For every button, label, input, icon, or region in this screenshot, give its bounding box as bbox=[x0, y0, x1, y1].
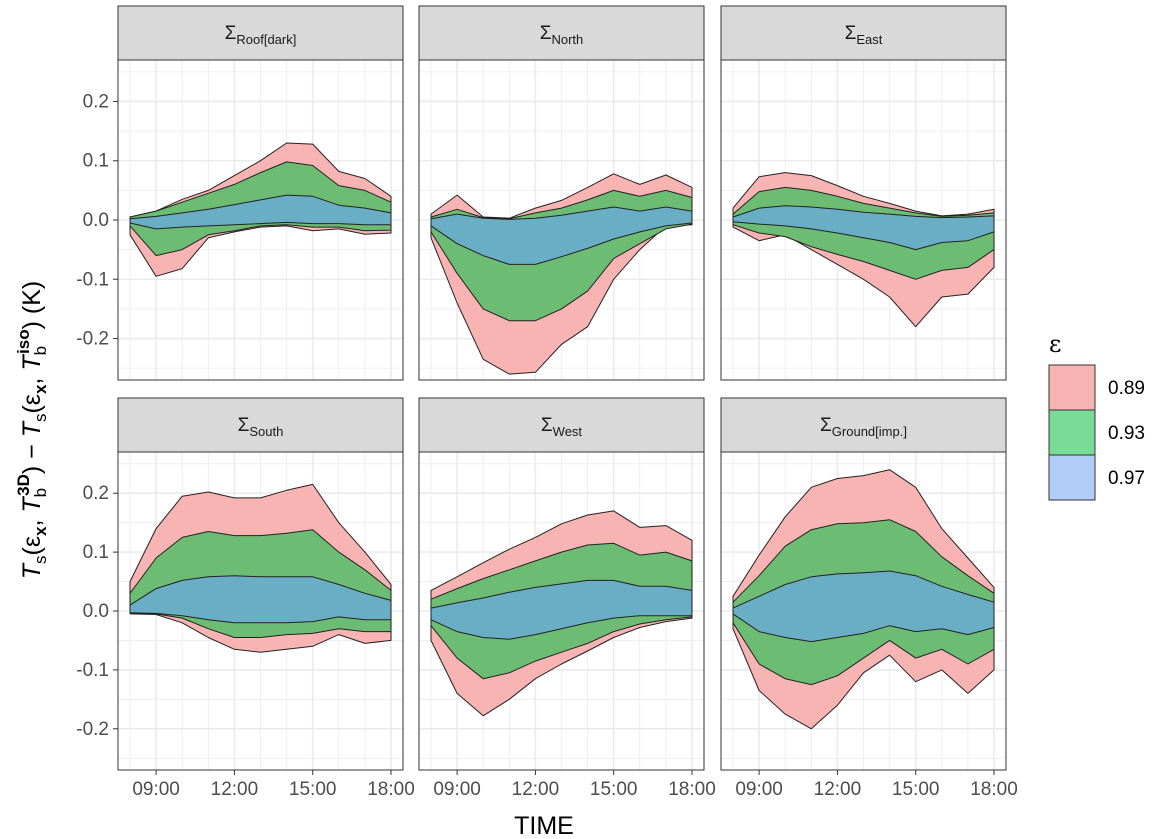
x-tick-label: 12:00 bbox=[512, 779, 560, 800]
facet-panel-4: ΣSouth bbox=[117, 397, 404, 771]
facet-strip-label: ΣWest bbox=[541, 415, 583, 439]
x-tick-label: 18:00 bbox=[367, 779, 415, 800]
y-axes: -0.2 -0.1 0.0 0.1 0.2 -0.2 -0.1 0.0 0.1 0.2 bbox=[76, 91, 118, 740]
ribbon-e097 bbox=[732, 205, 995, 251]
x-tick-label: 09:00 bbox=[735, 779, 783, 800]
x-tick-label: 18:00 bbox=[970, 779, 1018, 800]
y-axis-title: Ts(εx, Tb3D) − Ts(εx, Tbiso) (K) bbox=[14, 281, 50, 580]
x-tick-label: 09:00 bbox=[132, 779, 180, 800]
ribbon-e097 bbox=[129, 194, 392, 230]
x-tick-label: 09:00 bbox=[433, 779, 481, 800]
facet-strip-label: ΣNorth bbox=[540, 23, 584, 47]
facet-strip-label: ΣGround[imp.] bbox=[820, 415, 907, 439]
y-tick-label: -0.2 bbox=[76, 719, 109, 740]
facet-panel-1: ΣRoof[dark] bbox=[117, 5, 404, 381]
legend-label: 0.93 bbox=[1108, 423, 1145, 444]
y-tick-label: -0.1 bbox=[76, 269, 109, 290]
facet-panel-5: ΣWest bbox=[418, 397, 705, 771]
legend-label: 0.97 bbox=[1108, 468, 1145, 489]
y-tick-label: 0.2 bbox=[83, 483, 109, 504]
x-axis-title: TIME bbox=[514, 812, 574, 839]
facet-strip bbox=[720, 5, 1007, 61]
panel-border bbox=[418, 451, 705, 771]
facet-panel-2: ΣNorth bbox=[418, 5, 705, 381]
facet-panel-3: ΣEast bbox=[720, 5, 1007, 381]
y-tick-label: -0.1 bbox=[76, 660, 109, 681]
facet-strip-label: ΣSouth bbox=[238, 415, 284, 439]
ribbon-e097 bbox=[732, 570, 995, 643]
x-tick-label: 18:00 bbox=[668, 779, 716, 800]
facet-strip-label: ΣEast bbox=[845, 23, 883, 47]
legend-swatch bbox=[1048, 409, 1096, 456]
x-tick-label: 12:00 bbox=[211, 779, 259, 800]
facet-strip bbox=[720, 397, 1007, 453]
legend-swatch bbox=[1048, 364, 1096, 411]
legend-title: ε bbox=[1049, 330, 1061, 358]
x-axes: 09:00 12:00 15:00 18:00 09:00 12:00 15:00 18:00… bbox=[132, 770, 1018, 800]
y-tick-label: 0.1 bbox=[83, 542, 109, 563]
ribbon-e097 bbox=[430, 206, 693, 265]
legend-label: 0.89 bbox=[1108, 378, 1145, 399]
facet-strip bbox=[117, 397, 404, 453]
y-tick-label: -0.2 bbox=[76, 329, 109, 350]
y-tick-label: 0.1 bbox=[83, 151, 109, 172]
ribbon-e097 bbox=[430, 579, 693, 640]
facet-panels: ΣRoof[dark] ΣNorth ΣEast ΣSouth ΣWest ΣGround… bbox=[117, 5, 1007, 771]
ribbon-e097 bbox=[129, 575, 392, 624]
legend-swatch bbox=[1048, 454, 1096, 501]
x-tick-label: 15:00 bbox=[590, 779, 638, 800]
facet-strip bbox=[418, 5, 705, 61]
facet-strip-label: ΣRoof[dark] bbox=[225, 23, 297, 47]
facet-strip bbox=[418, 397, 705, 453]
y-tick-label: 0.0 bbox=[83, 601, 109, 622]
legend: ε 0.89 0.93 0.97 bbox=[1048, 330, 1145, 501]
panel-border bbox=[720, 451, 1007, 771]
x-tick-label: 15:00 bbox=[892, 779, 940, 800]
panel-border bbox=[720, 59, 1007, 381]
x-tick-label: 12:00 bbox=[814, 779, 862, 800]
facet-strip bbox=[117, 5, 404, 61]
panel-border bbox=[418, 59, 705, 381]
facet-panel-6: ΣGround[imp.] bbox=[720, 397, 1007, 771]
x-tick-label: 15:00 bbox=[289, 779, 337, 800]
y-tick-label: 0.2 bbox=[83, 91, 109, 112]
y-tick-label: 0.0 bbox=[83, 210, 109, 231]
